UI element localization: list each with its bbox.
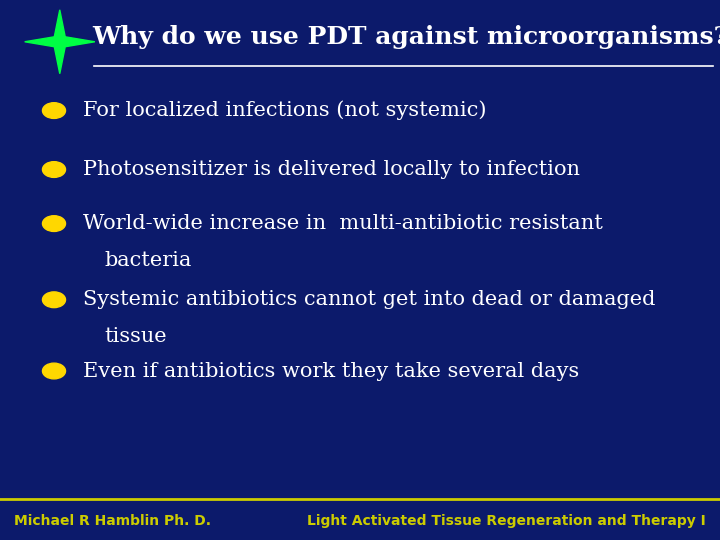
Circle shape [42,363,66,379]
Text: Even if antibiotics work they take several days: Even if antibiotics work they take sever… [83,361,579,381]
Circle shape [42,103,66,118]
Text: Why do we use PDT against microorganisms?: Why do we use PDT against microorganisms… [92,25,720,49]
Text: Photosensitizer is delivered locally to infection: Photosensitizer is delivered locally to … [83,160,580,179]
Text: World-wide increase in  multi-antibiotic resistant: World-wide increase in multi-antibiotic … [83,214,603,233]
Text: Light Activated Tissue Regeneration and Therapy I: Light Activated Tissue Regeneration and … [307,514,706,528]
Circle shape [42,161,66,178]
Circle shape [42,215,66,232]
Text: Systemic antibiotics cannot get into dead or damaged: Systemic antibiotics cannot get into dea… [83,291,655,309]
Text: For localized infections (not systemic): For localized infections (not systemic) [83,101,486,120]
Circle shape [42,292,66,308]
Text: tissue: tissue [104,327,167,346]
Text: bacteria: bacteria [104,251,192,270]
Text: Michael R Hamblin Ph. D.: Michael R Hamblin Ph. D. [14,514,212,528]
Polygon shape [24,10,95,73]
